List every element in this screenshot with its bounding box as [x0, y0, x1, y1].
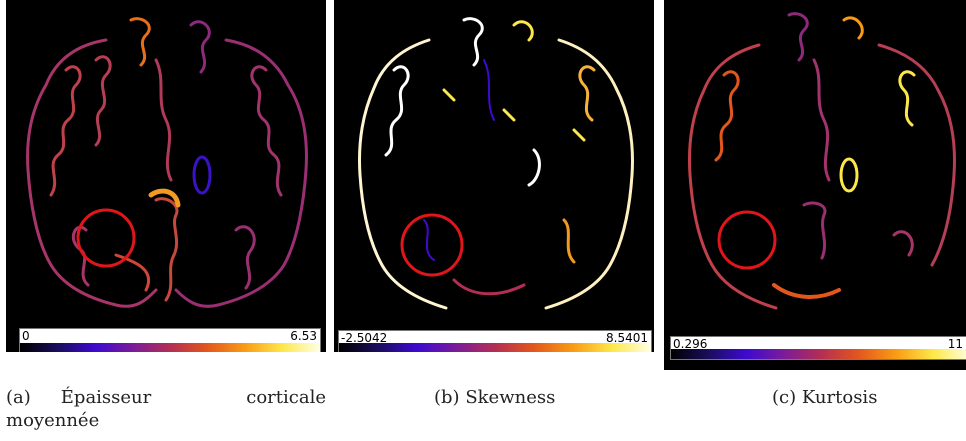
colorbar: 0.296 11: [670, 336, 966, 360]
caption-title: Épaisseur corticale: [60, 387, 326, 408]
caption-title-continued: moyennée: [6, 410, 100, 431]
caption-a: (a) Épaisseur corticale moyennée: [6, 386, 326, 432]
highlight-circle: [400, 213, 464, 277]
colorbar-min-label: -2.5042: [341, 331, 388, 345]
panel-kurtosis: 0.296 11: [664, 0, 966, 370]
panel-skewness: -2.5042 8.5401: [334, 0, 654, 352]
colorbar-max-label: 11: [947, 337, 963, 351]
colorbar-max-label: 8.5401: [606, 331, 648, 345]
colorbar: -2.5042 8.5401: [338, 330, 652, 352]
brain-slice-image: [26, 17, 308, 308]
colorbar-gradient: [339, 343, 651, 352]
highlight-circle: [76, 208, 136, 268]
caption-title: Skewness: [465, 387, 556, 408]
colorbar-gradient: [20, 343, 320, 352]
colorbar-min-label: 0.296: [673, 337, 708, 351]
caption-title: Kurtosis: [801, 387, 878, 408]
highlight-circle: [717, 210, 777, 270]
caption-label: (b): [434, 387, 460, 408]
brain-slice-image: [688, 12, 956, 310]
panel-cortical-thickness: 0 6.53: [6, 0, 326, 352]
brain-slice-image: [358, 17, 634, 310]
colorbar: 0 6.53: [19, 328, 321, 352]
caption-b: (b) Skewness: [434, 386, 555, 409]
colorbar-max-label: 6.53: [290, 329, 317, 343]
caption-c: (c) Kurtosis: [772, 386, 877, 409]
caption-label: (a): [6, 387, 31, 408]
colorbar-min-label: 0: [22, 329, 30, 343]
colorbar-gradient: [671, 349, 966, 359]
caption-label: (c): [772, 387, 797, 408]
